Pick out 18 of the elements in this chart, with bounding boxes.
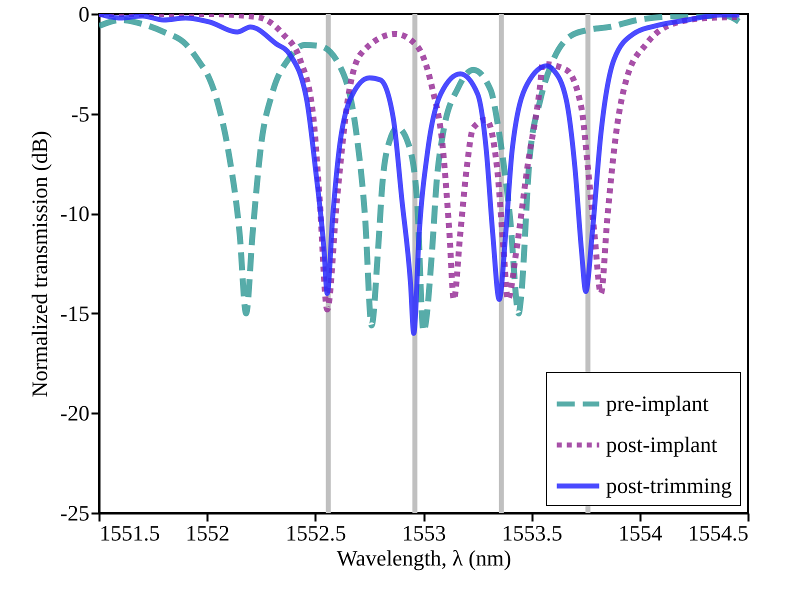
x-tick-label: 1553: [402, 520, 446, 546]
x-tick-label: 1553.5: [502, 520, 562, 546]
y-tick-label: -10: [60, 201, 90, 226]
x-tick-label: 1552.5: [286, 520, 346, 546]
y-tick-label: -25: [60, 500, 90, 526]
x-axis-title: Wavelength, λ (nm): [336, 546, 512, 570]
legend-label: post-implant: [606, 432, 718, 457]
x-tick-label: 1554: [618, 520, 662, 546]
y-tick-label: -5: [71, 101, 90, 126]
legend-label: pre-implant: [606, 391, 709, 416]
x-tick-label: 1552: [186, 520, 230, 546]
y-tick-label: -15: [60, 300, 90, 326]
y-tick-label: 0: [78, 2, 90, 26]
y-tick-label: -20: [60, 400, 90, 426]
x-tick-label: 1551.5: [100, 520, 160, 546]
x-tick-label: 1554.5: [688, 520, 748, 546]
y-axis-title: Normalized transmission (dB): [27, 130, 52, 398]
legend-label: post-trimming: [606, 473, 732, 498]
